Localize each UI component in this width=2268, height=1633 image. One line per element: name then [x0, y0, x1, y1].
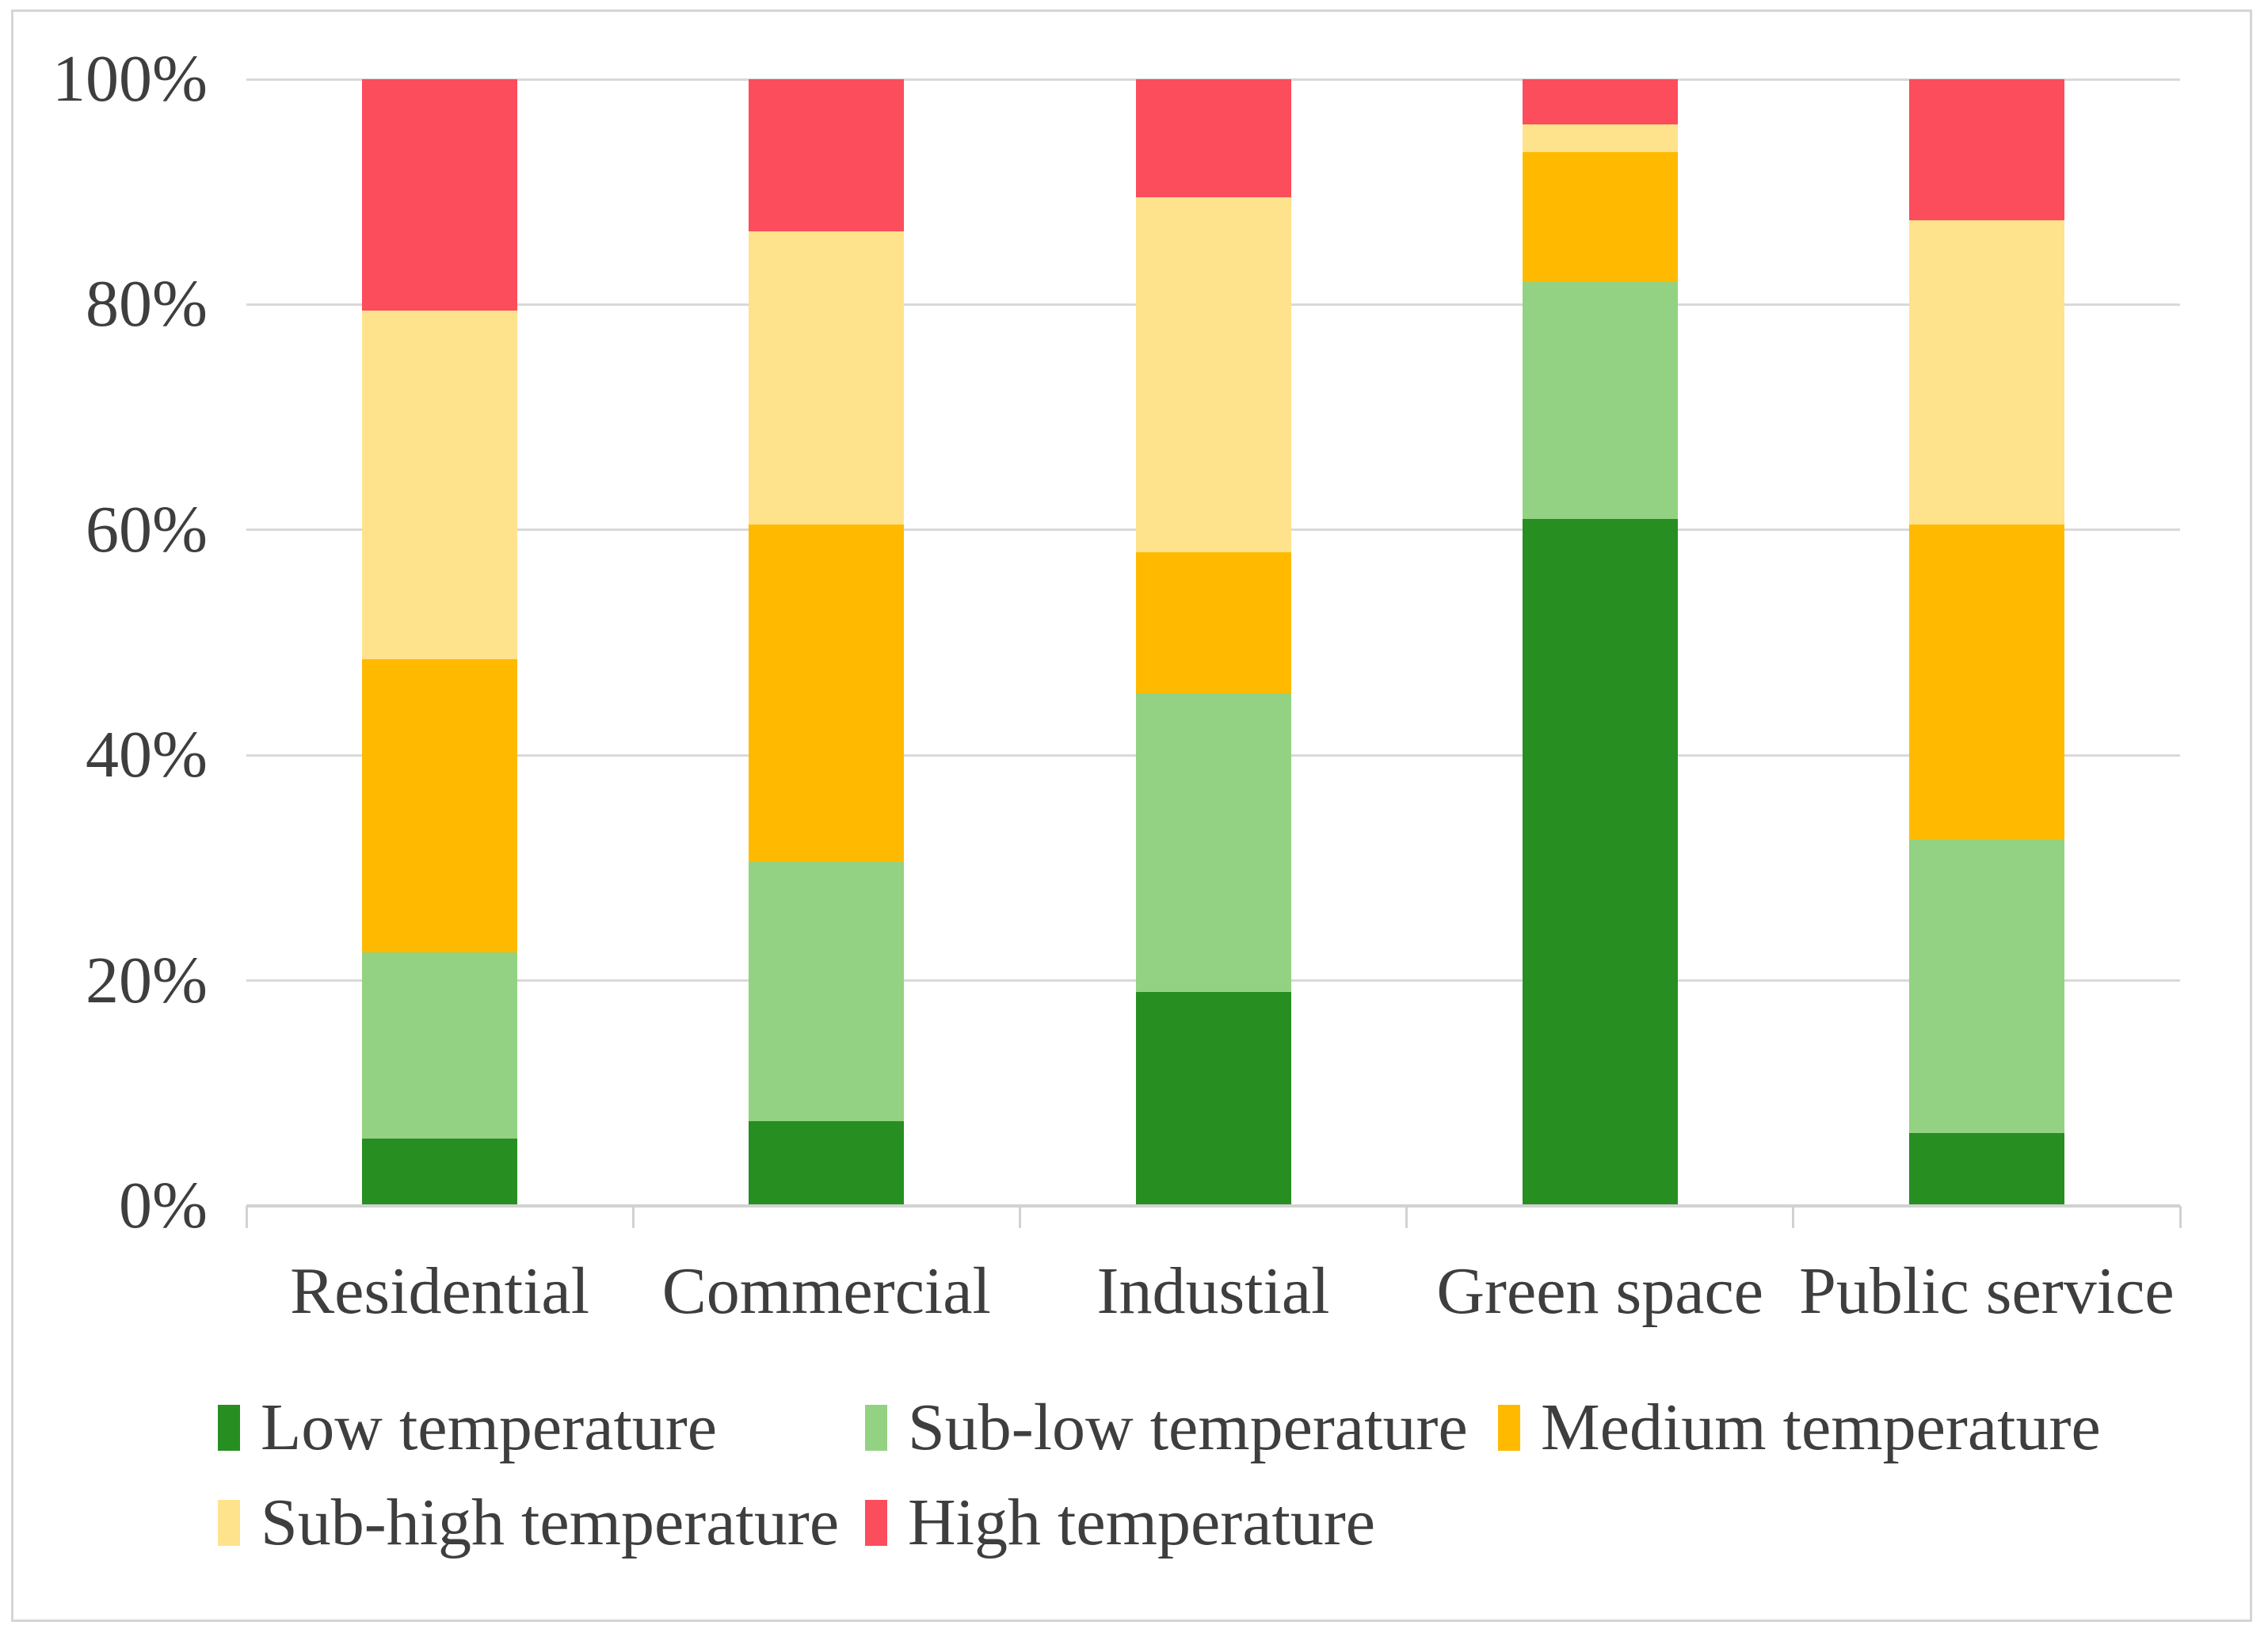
- bar-segment: [362, 310, 518, 660]
- bar-segment: [1522, 281, 1678, 519]
- bar-segment: [1908, 839, 2064, 1133]
- bar-segment: [749, 231, 905, 525]
- bar-segment: [1522, 79, 1678, 124]
- bar-segment: [1908, 1132, 2064, 1206]
- x-category-label: Industial: [1096, 1254, 1330, 1328]
- y-tick-label: 20%: [86, 943, 208, 1017]
- x-axis-tick: [2178, 1206, 2182, 1228]
- y-tick-label: 40%: [86, 718, 208, 792]
- legend-swatch-icon: [218, 1500, 240, 1546]
- x-axis-tick: [631, 1206, 635, 1228]
- x-axis-tick: [1405, 1206, 1408, 1228]
- bar-segment: [1135, 991, 1291, 1206]
- legend-item: High temperature: [865, 1475, 1499, 1570]
- bar-segment: [1522, 152, 1678, 282]
- y-tick-label: 60%: [86, 492, 208, 567]
- legend-item: Sub-high temperature: [218, 1475, 852, 1570]
- x-category-label: Public service: [1799, 1254, 2175, 1328]
- legend-label: Sub-low temperature: [908, 1391, 1468, 1464]
- x-category-label: Residential: [290, 1254, 590, 1328]
- bar-segment: [1522, 518, 1678, 1206]
- legend-label: Medium temperature: [1541, 1391, 2101, 1464]
- bar-segment: [749, 524, 905, 863]
- legend-swatch-icon: [1498, 1405, 1520, 1451]
- bar-segment: [362, 952, 518, 1139]
- bar-segment: [1908, 219, 2064, 525]
- legend-swatch-icon: [865, 1405, 887, 1451]
- legend-item: Medium temperature: [1498, 1380, 2132, 1475]
- legend-label: High temperature: [908, 1486, 1376, 1559]
- legend-label: Low temperature: [261, 1391, 718, 1464]
- legend-item: Low temperature: [218, 1380, 852, 1475]
- bar-segment: [749, 862, 905, 1122]
- y-tick-label: 80%: [86, 267, 208, 341]
- x-category-label: Green space: [1436, 1254, 1764, 1328]
- y-tick-label: 100%: [52, 42, 208, 116]
- bar-segment: [1908, 524, 2064, 840]
- y-tick-label: 0%: [119, 1169, 208, 1242]
- bar-segment: [1522, 124, 1678, 153]
- legend-swatch-icon: [218, 1405, 240, 1451]
- x-axis-tick: [245, 1206, 248, 1228]
- x-category-label: Commercial: [661, 1254, 991, 1328]
- legend-item: Sub-low temperature: [865, 1380, 1499, 1475]
- bar-segment: [362, 1138, 518, 1206]
- bar-segment: [1135, 692, 1291, 992]
- bar-segment: [1135, 79, 1291, 198]
- bar-segment: [749, 79, 905, 231]
- legend-swatch-icon: [865, 1500, 887, 1546]
- bar-segment: [1135, 552, 1291, 693]
- x-axis-tick: [1792, 1206, 1795, 1228]
- bar-segment: [1908, 79, 2064, 220]
- bar-segment: [749, 1121, 905, 1206]
- bar-segment: [362, 659, 518, 953]
- bar-segment: [362, 79, 518, 311]
- bar-segment: [1135, 197, 1291, 553]
- x-axis: [246, 1204, 2180, 1208]
- legend-label: Sub-high temperature: [261, 1486, 840, 1559]
- x-axis-tick: [1018, 1206, 1021, 1228]
